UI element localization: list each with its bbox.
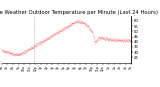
Title: Milwaukee Weather Outdoor Temperature per Minute (Last 24 Hours): Milwaukee Weather Outdoor Temperature pe… bbox=[0, 10, 158, 15]
